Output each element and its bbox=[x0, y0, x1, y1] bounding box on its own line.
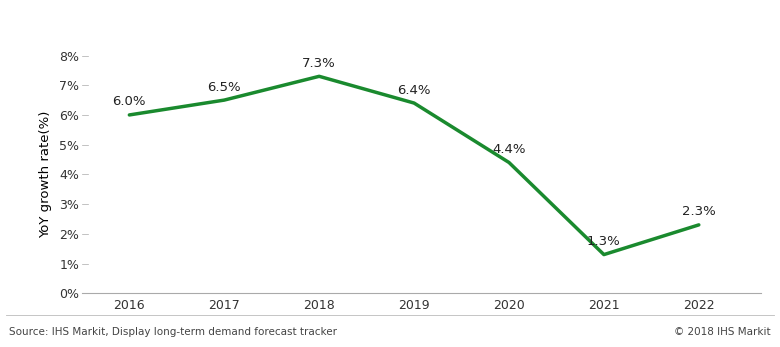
Text: 6.0%: 6.0% bbox=[112, 95, 146, 108]
Text: 1.3%: 1.3% bbox=[587, 235, 621, 248]
Y-axis label: YoY growth rate(%): YoY growth rate(%) bbox=[39, 111, 52, 238]
Text: 6.4%: 6.4% bbox=[397, 84, 431, 96]
Text: 2.3%: 2.3% bbox=[682, 205, 716, 218]
Text: © 2018 IHS Markit: © 2018 IHS Markit bbox=[674, 328, 771, 337]
Text: 6.5%: 6.5% bbox=[207, 81, 241, 94]
Text: Source: IHS Markit, Display long-term demand forecast tracker: Source: IHS Markit, Display long-term de… bbox=[9, 328, 338, 337]
Text: 4.4%: 4.4% bbox=[492, 143, 526, 156]
Text: Annual growth of flat panel demand (by area): Annual growth of flat panel demand (by a… bbox=[10, 17, 460, 35]
Text: 7.3%: 7.3% bbox=[303, 57, 336, 70]
